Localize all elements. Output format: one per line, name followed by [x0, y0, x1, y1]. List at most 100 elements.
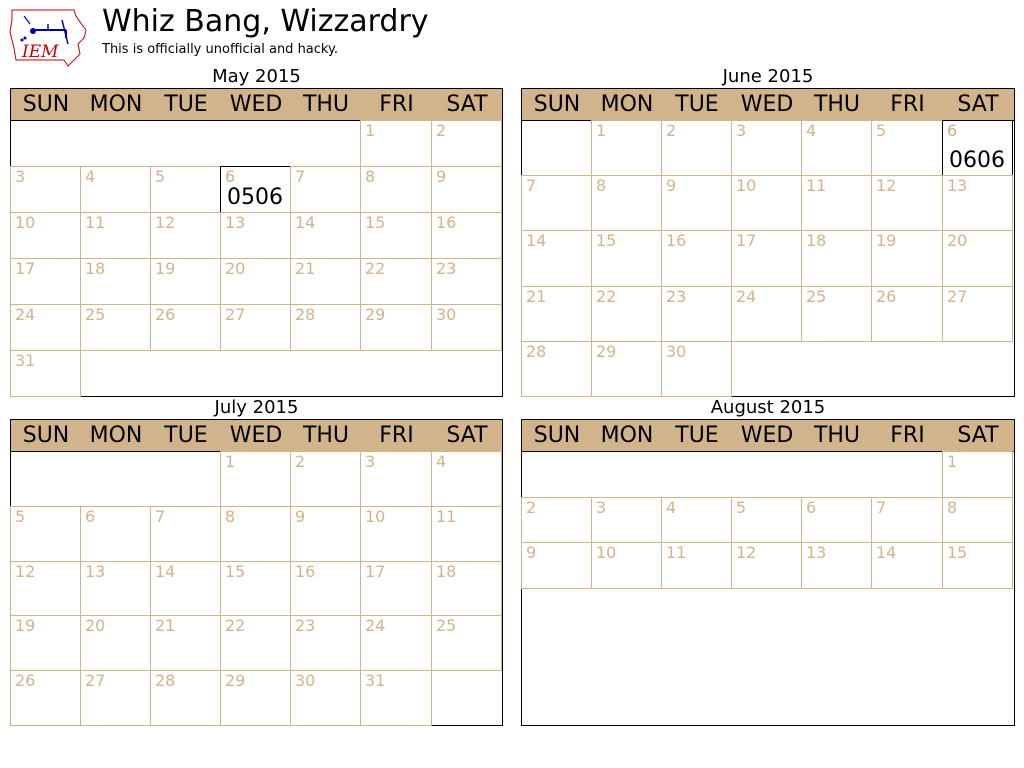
day-cell: 5 — [731, 496, 802, 544]
day-number: 26 — [876, 286, 897, 306]
day-number: 28 — [526, 341, 547, 361]
day-number: 14 — [295, 213, 316, 232]
weekday-label: TUE — [164, 92, 208, 117]
day-cell: 4 — [80, 166, 151, 213]
day-cell: 8 — [591, 175, 662, 232]
day-cell: 13 — [942, 175, 1013, 232]
day-number: 11 — [436, 506, 457, 526]
day-number: 18 — [85, 259, 106, 278]
day-cell: 11 — [431, 505, 502, 562]
day-cell: 17 — [360, 560, 432, 617]
day-number: 16 — [436, 213, 457, 232]
day-cell: 19 — [871, 230, 943, 287]
weekday-header: SUN MON TUE WED THU FRI SAT — [522, 89, 1014, 121]
weekday-label: MON — [600, 92, 654, 117]
day-number: 22 — [225, 616, 246, 636]
day-cell: 17 — [731, 230, 802, 287]
day-cell: 5 — [871, 120, 943, 177]
day-number: 14 — [155, 561, 176, 581]
day-cell: 5 — [150, 166, 221, 213]
logo-text: IEM — [21, 42, 59, 62]
day-value-label: 0506 — [227, 185, 283, 210]
day-number: 28 — [155, 671, 176, 691]
weekday-label: THU — [302, 92, 350, 117]
day-cell: 10 — [10, 212, 81, 259]
page-title: Whiz Bang, Wizzardry — [102, 4, 429, 39]
day-cell: 18 — [80, 258, 151, 305]
day-cell: 29 — [360, 304, 432, 351]
day-cell: 4 — [431, 451, 502, 507]
day-cell: 19 — [150, 258, 221, 305]
day-cell: 31 — [10, 350, 81, 397]
day-cell: 7 — [871, 496, 943, 544]
day-number: 5 — [155, 167, 166, 186]
day-cell: 27 — [220, 304, 291, 351]
day-cell: 9 — [290, 505, 361, 562]
day-number: 21 — [295, 259, 316, 278]
day-cell: 21 — [290, 258, 361, 305]
day-cell: 11 — [661, 542, 732, 589]
day-number: 30 — [666, 341, 687, 361]
day-number: 23 — [666, 286, 687, 306]
day-cell: 7 — [521, 175, 592, 232]
day-cell: 1 — [942, 451, 1013, 498]
weekday-label: THU — [302, 423, 350, 448]
calendar-month: SUN MON TUE WED THU FRI SAT 1 2 3 4 5 6 7 8 9 10 11 12 13 14… — [10, 419, 503, 726]
day-number: 6 — [806, 497, 817, 517]
day-number: 13 — [225, 213, 246, 232]
day-number: 2 — [295, 452, 306, 471]
day-cell: 26 — [871, 285, 943, 342]
day-number: 10 — [365, 506, 386, 526]
day-number: 12 — [876, 176, 897, 196]
day-number: 4 — [666, 497, 677, 517]
day-cell: 2 — [661, 120, 732, 177]
day-cell: 10 — [360, 505, 432, 562]
day-cell: 13 — [220, 212, 291, 259]
day-number: 29 — [596, 341, 617, 361]
day-cell: 9 — [661, 175, 732, 232]
day-cell: 25 — [431, 615, 502, 672]
day-number: 12 — [15, 561, 36, 581]
day-number: 27 — [85, 671, 106, 691]
day-number: 28 — [295, 305, 316, 324]
day-number: 10 — [736, 176, 757, 196]
day-number: 24 — [736, 286, 757, 306]
day-cell: 8 — [360, 166, 432, 213]
day-number: 30 — [436, 305, 457, 324]
day-number: 2 — [666, 121, 677, 140]
day-cell: 3 — [360, 451, 432, 507]
day-cell: 28 — [290, 304, 361, 351]
day-number: 23 — [295, 616, 316, 636]
day-number: 19 — [15, 616, 36, 636]
day-number: 22 — [365, 259, 386, 278]
day-cell: 22 — [220, 615, 291, 672]
day-number: 1 — [365, 121, 376, 140]
day-number: 1 — [947, 452, 958, 471]
day-value-label: 0606 — [949, 148, 1005, 174]
weekday-label: FRI — [890, 423, 925, 448]
day-number: 15 — [596, 231, 617, 251]
day-cell: 10 — [731, 175, 802, 232]
day-cell: 9 — [521, 542, 592, 589]
day-cell: 21 — [521, 285, 592, 342]
day-number: 5 — [736, 497, 747, 517]
day-cell: 30 — [290, 670, 361, 726]
day-cell: 12 — [731, 542, 802, 589]
day-cell: 16 — [661, 230, 732, 287]
day-number: 29 — [365, 305, 386, 324]
day-cell: 26 — [10, 670, 81, 726]
day-cell: 20 — [80, 615, 151, 672]
calendar-month-title: May 2015 — [212, 66, 301, 87]
day-number: 18 — [436, 561, 457, 581]
day-number: 19 — [876, 231, 897, 251]
day-number: 9 — [436, 167, 447, 186]
day-cell: 3 — [731, 120, 802, 177]
day-number: 8 — [596, 176, 607, 196]
day-cell: 14 — [871, 542, 943, 589]
day-cell: 18 — [801, 230, 872, 287]
day-number: 3 — [15, 167, 26, 186]
day-number: 14 — [526, 231, 547, 251]
day-number: 11 — [666, 543, 687, 563]
day-cell: 6 — [801, 496, 872, 544]
day-number: 3 — [596, 497, 607, 517]
